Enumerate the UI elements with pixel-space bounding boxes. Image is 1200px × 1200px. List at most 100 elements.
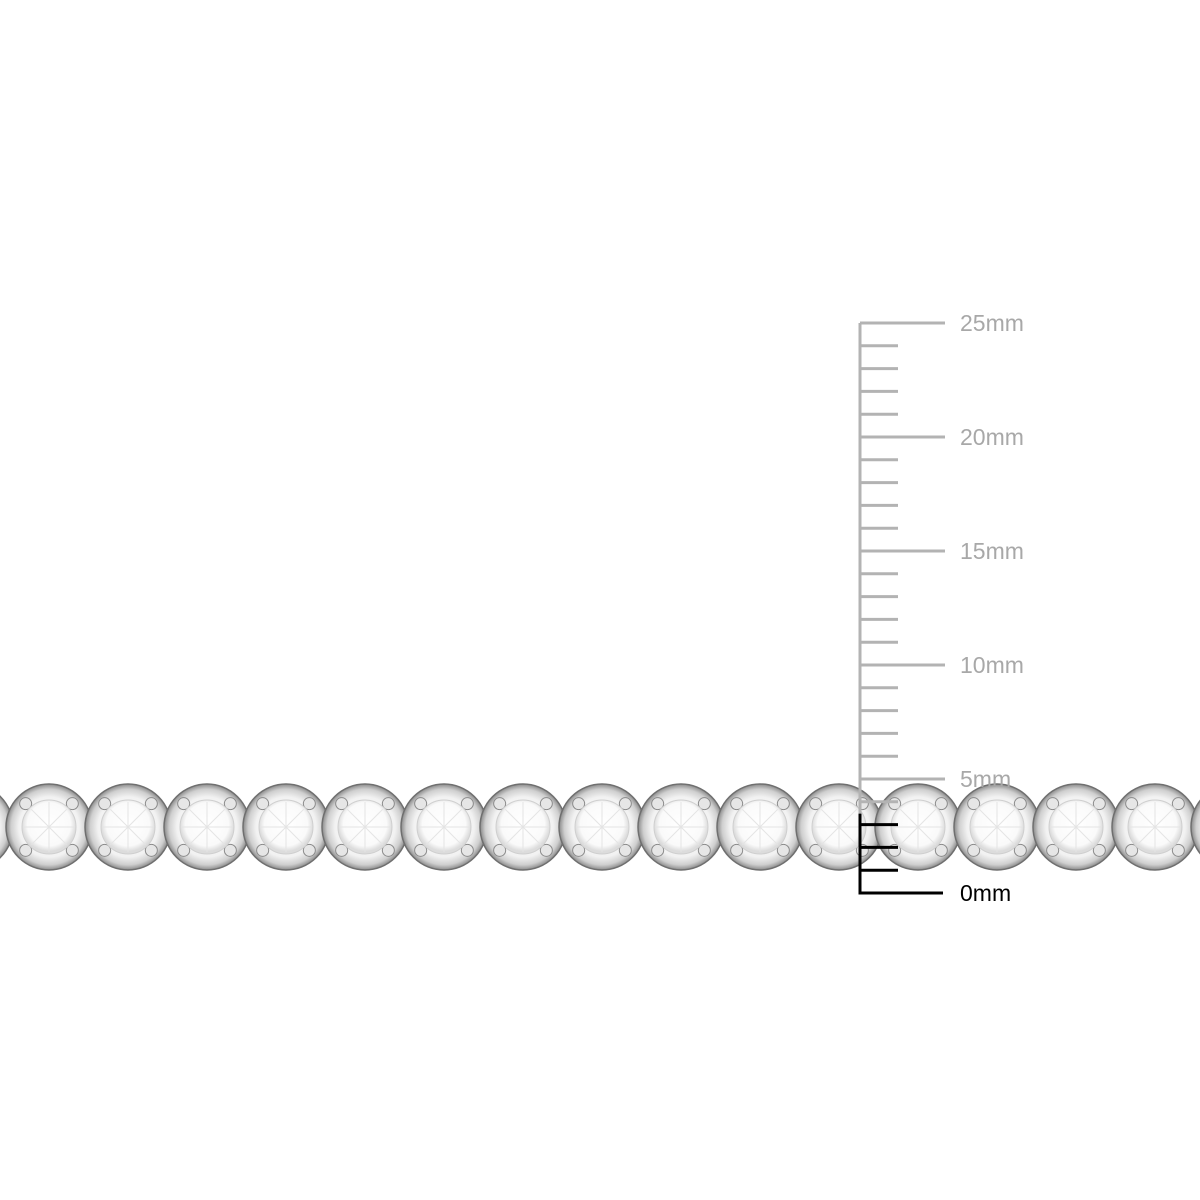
bracelet-link (5, 783, 93, 871)
prong (776, 797, 790, 811)
prong (381, 797, 395, 811)
stone-facet (759, 826, 779, 846)
stone-facet (1136, 808, 1156, 828)
stone-facet (917, 826, 937, 846)
prong (1171, 843, 1185, 857)
prong (256, 843, 270, 857)
stone-facet (504, 826, 524, 846)
prong (809, 843, 823, 857)
stone-facet (917, 808, 937, 828)
bracelet-link (163, 783, 251, 871)
ruler-label: 20mm (960, 424, 1024, 450)
bracelet-link (874, 783, 962, 871)
prong (302, 797, 316, 811)
bracelet-link (1111, 783, 1199, 871)
prong (335, 797, 349, 811)
stone-facet (899, 826, 919, 846)
prong (618, 797, 632, 811)
bracelet-link (479, 783, 567, 871)
stone-facet (996, 808, 1016, 828)
prong (934, 843, 948, 857)
stone-facet (267, 808, 287, 828)
ruler-label: 25mm (960, 310, 1024, 336)
prong (1013, 797, 1027, 811)
scale-ruler: 0mm 5mm 10mm 15mm 20mm 25mm (858, 310, 1024, 906)
stone-facet (1154, 826, 1174, 846)
stone-facet (820, 826, 840, 846)
prong (1013, 843, 1027, 857)
stone-facet (680, 808, 700, 828)
stone-facet (820, 808, 840, 828)
prong (730, 843, 744, 857)
stone-facet (522, 826, 542, 846)
stone-facet (285, 826, 305, 846)
stone-facet (285, 808, 305, 828)
stone-facet (1154, 808, 1174, 828)
stone-facet (48, 808, 68, 828)
prong (1125, 843, 1139, 857)
stone-facet (583, 808, 603, 828)
bracelet-link (637, 783, 725, 871)
bracelet-link (321, 783, 409, 871)
stone-facet (127, 808, 147, 828)
prong (1046, 843, 1060, 857)
ruler-label: 0mm (960, 880, 1011, 906)
stone-facet (838, 826, 858, 846)
prong (730, 797, 744, 811)
prong (809, 797, 823, 811)
stone-facet (978, 808, 998, 828)
bracelet-link (558, 783, 646, 871)
ruler-label: 10mm (960, 652, 1024, 678)
stone-facet (759, 808, 779, 828)
prong (967, 843, 981, 857)
prong (19, 797, 33, 811)
prong (19, 843, 33, 857)
bracelet (0, 783, 1200, 871)
prong (223, 843, 237, 857)
stone-facet (30, 826, 50, 846)
bracelet-link (400, 783, 488, 871)
prong (335, 843, 349, 857)
prong (65, 843, 79, 857)
prong (144, 843, 158, 857)
bracelet-link (795, 783, 883, 871)
prong (651, 797, 665, 811)
stone-facet (662, 808, 682, 828)
stone-facet (1136, 826, 1156, 846)
setting-bezel (1190, 799, 1200, 855)
stone-facet (996, 826, 1016, 846)
prong (572, 843, 586, 857)
prong (967, 797, 981, 811)
prong (460, 797, 474, 811)
stone-facet (443, 808, 463, 828)
stone-facet (109, 808, 129, 828)
bracelet-link (953, 783, 1041, 871)
prong (98, 797, 112, 811)
bracelet-link (242, 783, 330, 871)
stone-facet (346, 826, 366, 846)
bracelet-link (84, 783, 172, 871)
stone-facet (364, 808, 384, 828)
prong (414, 797, 428, 811)
prong (493, 843, 507, 857)
prong (618, 843, 632, 857)
bracelet-link (1032, 783, 1120, 871)
stone-facet (109, 826, 129, 846)
stone-facet (504, 808, 524, 828)
prong (697, 797, 711, 811)
stone-facet (601, 826, 621, 846)
prong (1092, 843, 1106, 857)
prong (572, 797, 586, 811)
stone-facet (1075, 826, 1095, 846)
stone-facet (30, 808, 50, 828)
stone-facet (1057, 826, 1077, 846)
prong (177, 843, 191, 857)
stone-facet (364, 826, 384, 846)
prong (460, 843, 474, 857)
stone-facet (267, 826, 287, 846)
ruler-label: 15mm (960, 538, 1024, 564)
prong (1046, 797, 1060, 811)
stone-facet (838, 808, 858, 828)
